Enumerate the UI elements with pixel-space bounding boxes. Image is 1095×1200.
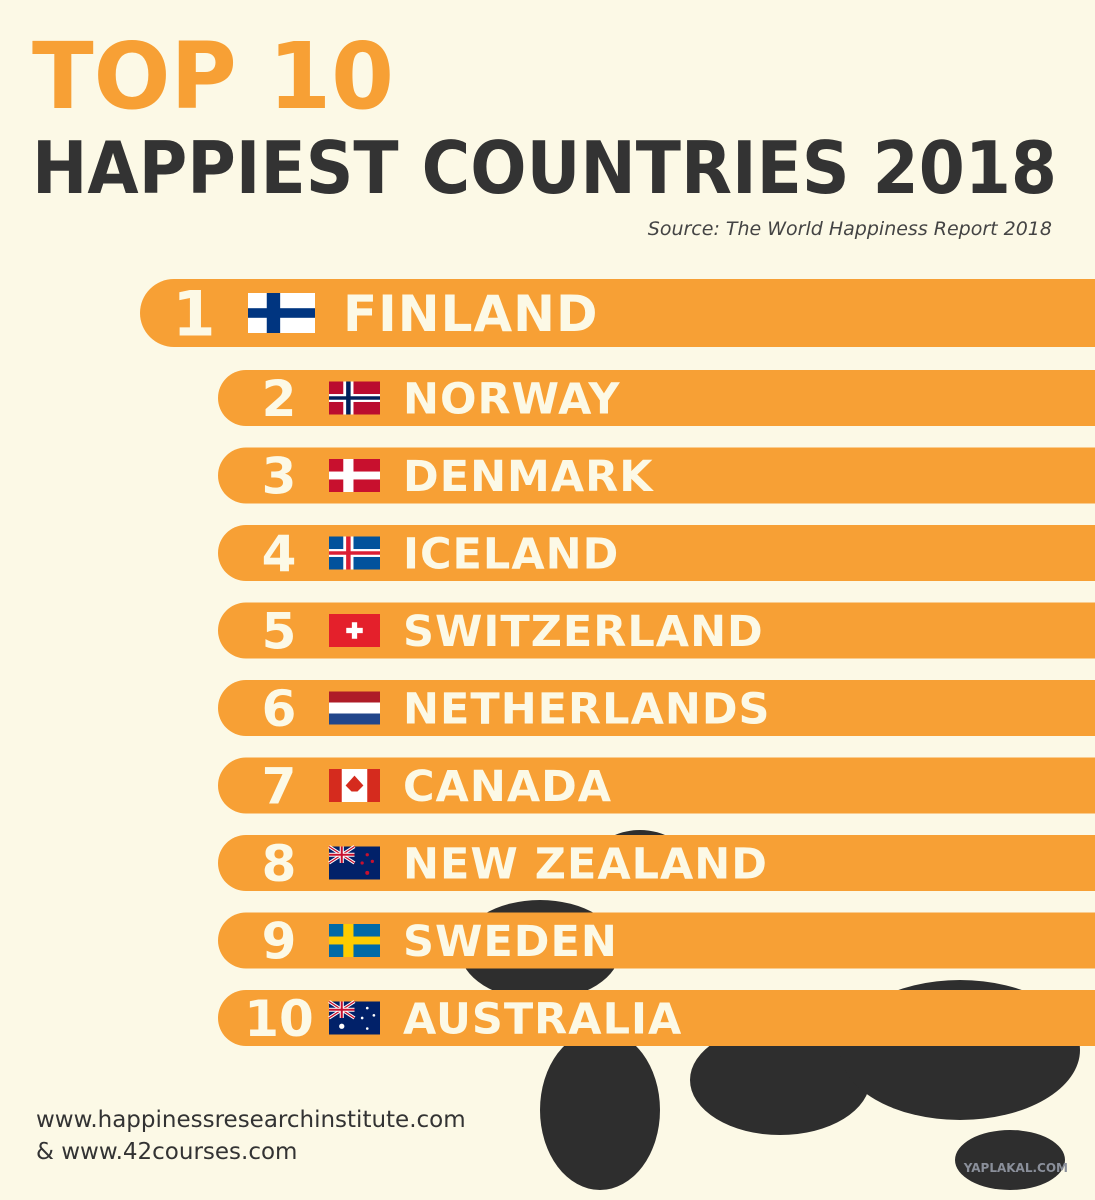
ranking-row: 9 SWEDEN bbox=[218, 912, 1095, 971]
flag-part bbox=[248, 308, 315, 318]
row-bar bbox=[218, 525, 1095, 581]
subtitle: HAPPIEST COUNTRIES 2018 bbox=[32, 126, 1057, 210]
rank-number: 3 bbox=[262, 448, 297, 506]
title: TOP 10 bbox=[32, 23, 394, 130]
watermark: YAPLAKAL.COM bbox=[963, 1161, 1068, 1175]
flag-part bbox=[365, 870, 370, 875]
flag-part bbox=[339, 1023, 345, 1029]
ranking-row: 5 SWITZERLAND bbox=[218, 602, 1095, 661]
flag-part bbox=[360, 861, 364, 865]
flag-part bbox=[360, 1016, 364, 1020]
flag bbox=[329, 614, 380, 647]
rank-number: 5 bbox=[262, 603, 297, 661]
country-name: CANADA bbox=[403, 762, 612, 812]
row-bar bbox=[218, 680, 1095, 736]
country-name: NETHERLANDS bbox=[403, 684, 771, 734]
rank-number: 2 bbox=[262, 370, 297, 428]
row-bar bbox=[218, 912, 1095, 969]
flag-part bbox=[329, 936, 380, 945]
map-blob bbox=[690, 1025, 870, 1135]
ranking-list: 1 FINLAND 2 NORWAY 3 DENMARK 4 ICELAND 5 SWITZERL… bbox=[140, 277, 1095, 1048]
source: Source: The World Happiness Report 2018 bbox=[648, 218, 1052, 240]
flag bbox=[329, 536, 380, 570]
footer-link: www.happinessresearchinstitute.com bbox=[36, 1107, 466, 1133]
ranking-row: 7 CANADA bbox=[218, 757, 1095, 816]
rank-number: 7 bbox=[262, 758, 297, 816]
flag-part bbox=[329, 691, 380, 703]
country-name: FINLAND bbox=[343, 285, 599, 343]
row-bar bbox=[218, 990, 1095, 1046]
country-name: ICELAND bbox=[403, 529, 619, 579]
flag bbox=[329, 459, 380, 492]
rank-number: 10 bbox=[244, 990, 314, 1048]
flag-part bbox=[367, 769, 380, 802]
row-bar bbox=[218, 447, 1095, 504]
flag-part bbox=[329, 853, 355, 856]
ranking-row: 6 NETHERLANDS bbox=[218, 680, 1095, 738]
ranking-row: 10 AUSTRALIA bbox=[218, 990, 1095, 1048]
country-name: DENMARK bbox=[403, 452, 654, 502]
flag-part bbox=[329, 551, 380, 555]
flag-part bbox=[329, 769, 342, 802]
flag-part bbox=[365, 1006, 369, 1010]
rank-number: 9 bbox=[262, 913, 297, 971]
ranking-row: 4 ICELAND bbox=[218, 525, 1095, 583]
flag-part bbox=[370, 859, 374, 863]
country-name: NEW ZEALAND bbox=[403, 839, 768, 889]
ranking-row: 2 NORWAY bbox=[218, 370, 1095, 428]
flag bbox=[329, 691, 380, 725]
flag-part bbox=[329, 471, 380, 480]
flag-part bbox=[329, 1008, 355, 1011]
country-name: SWEDEN bbox=[403, 917, 618, 967]
rank-number: 6 bbox=[262, 680, 297, 738]
rank-number: 4 bbox=[262, 525, 297, 583]
flag bbox=[329, 381, 380, 415]
ranking-row: 8 NEW ZEALAND bbox=[218, 835, 1095, 893]
row-bar bbox=[218, 757, 1095, 814]
flag bbox=[248, 293, 315, 333]
flag bbox=[329, 924, 380, 957]
rank-number: 1 bbox=[172, 277, 215, 350]
flag bbox=[329, 769, 380, 802]
row-bar bbox=[218, 835, 1095, 891]
flag bbox=[328, 845, 380, 880]
flag bbox=[328, 1000, 380, 1035]
row-bar bbox=[218, 370, 1095, 426]
flag-part bbox=[365, 853, 369, 857]
map-blob bbox=[540, 1030, 660, 1190]
flag-part bbox=[365, 1027, 369, 1030]
ranking-row: 1 FINLAND bbox=[140, 277, 1095, 350]
flag-part bbox=[329, 713, 380, 725]
ranking-row: 3 DENMARK bbox=[218, 447, 1095, 506]
row-bar bbox=[218, 602, 1095, 659]
flag-part bbox=[345, 775, 364, 792]
flag-part bbox=[346, 627, 363, 634]
flag-part bbox=[329, 702, 380, 714]
footer-link: & www.42courses.com bbox=[36, 1139, 297, 1165]
flag-part bbox=[329, 396, 380, 400]
flag-part bbox=[372, 1014, 376, 1017]
map-blob bbox=[955, 1130, 1065, 1190]
country-name: NORWAY bbox=[403, 374, 620, 424]
rank-number: 8 bbox=[262, 835, 297, 893]
country-name: AUSTRALIA bbox=[403, 994, 682, 1044]
row-bar bbox=[140, 279, 1095, 347]
country-name: SWITZERLAND bbox=[403, 607, 764, 657]
